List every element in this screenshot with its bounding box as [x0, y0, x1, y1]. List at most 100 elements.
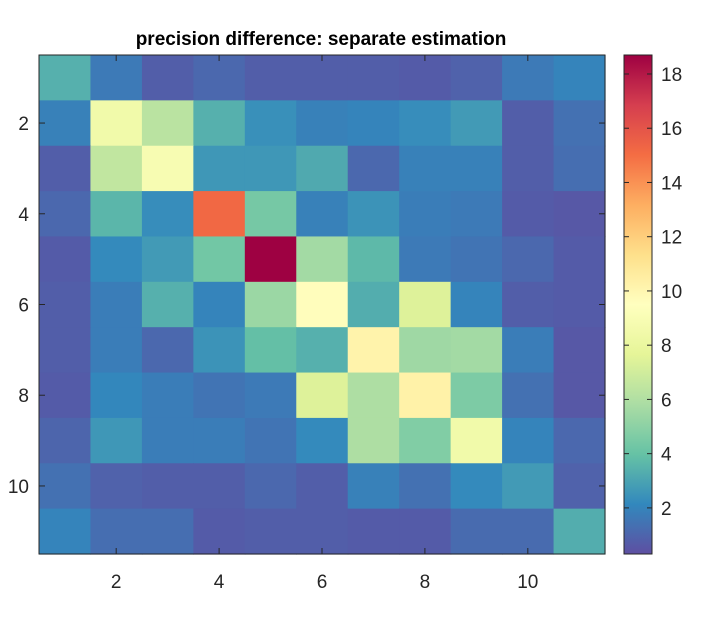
heatmap-cell-r11-c6 [296, 508, 349, 555]
heatmap-cell-r2-c4 [193, 100, 246, 147]
heatmap-cell-r7-c4 [193, 327, 246, 374]
heatmap-cell-r7-c7 [347, 327, 400, 374]
heatmap-cell-r1-c10 [502, 55, 555, 101]
heatmap-cells [39, 55, 606, 555]
heatmap-cell-r2-c8 [399, 100, 452, 147]
heatmap-cell-r3-c10 [502, 145, 555, 192]
heatmap-cell-r4-c6 [296, 191, 349, 238]
heatmap-cell-r6-c1 [39, 281, 92, 328]
heatmap-cell-r4-c10 [502, 191, 555, 238]
colorbar-tick-label: 14 [661, 173, 683, 194]
colorbar-tick-label: 6 [661, 390, 672, 411]
x-axis-ticks: 2 4 6 8 10 [111, 55, 538, 593]
heatmap-cell-r7-c8 [399, 327, 452, 374]
colorbar-tick-label: 12 [661, 228, 682, 249]
heatmap-cell-r3-c5 [244, 145, 297, 192]
heatmap-cell-r10-c9 [450, 463, 503, 510]
heatmap-cell-r5-c4 [193, 236, 246, 283]
heatmap-cell-r8-c7 [347, 372, 400, 419]
heatmap-cell-r2-c6 [296, 100, 349, 147]
heatmap-cell-r6-c3 [141, 281, 194, 328]
heatmap-cell-r1-c6 [296, 55, 349, 101]
x-tick-label: 2 [111, 572, 122, 593]
heatmap-cell-r7-c11 [553, 327, 606, 374]
heatmap-cell-r7-c5 [244, 327, 297, 374]
heatmap-cell-r2-c10 [502, 100, 555, 147]
heatmap-cell-r4-c3 [141, 191, 194, 238]
heatmap-cell-r9-c4 [193, 417, 246, 464]
heatmap-cell-r4-c11 [553, 191, 606, 238]
heatmap-cell-r9-c5 [244, 417, 297, 464]
heatmap-cell-r1-c3 [141, 55, 194, 101]
y-axis-ticks: 2 4 6 8 10 [8, 114, 605, 498]
heatmap-cell-r8-c8 [399, 372, 452, 419]
heatmap-cell-r3-c3 [141, 145, 194, 192]
heatmap-cell-r4-c1 [39, 191, 92, 238]
heatmap-cell-r3-c4 [193, 145, 246, 192]
heatmap-cell-r6-c9 [450, 281, 503, 328]
heatmap-cell-r1-c5 [244, 55, 297, 101]
heatmap-cell-r10-c5 [244, 463, 297, 510]
heatmap-cell-r11-c1 [39, 508, 92, 555]
colorbar-ticks: 2 4 6 8 10 12 14 16 18 [624, 65, 683, 520]
heatmap-cell-r7-c9 [450, 327, 503, 374]
heatmap-cell-r10-c10 [502, 463, 555, 510]
heatmap-cell-r6-c7 [347, 281, 400, 328]
heatmap-cell-r3-c9 [450, 145, 503, 192]
heatmap-cell-r8-c6 [296, 372, 349, 419]
x-tick-label: 6 [317, 572, 328, 593]
heatmap-cell-r1-c4 [193, 55, 246, 101]
heatmap-cell-r5-c1 [39, 236, 92, 283]
heatmap-cell-r5-c2 [90, 236, 143, 283]
y-tick-label: 6 [18, 296, 29, 317]
heatmap-cell-r11-c11 [553, 508, 606, 555]
heatmap-cell-r11-c9 [450, 508, 503, 555]
heatmap-cell-r4-c8 [399, 191, 452, 238]
heatmap-cell-r11-c7 [347, 508, 400, 555]
heatmap-cell-r11-c5 [244, 508, 297, 555]
heatmap-cell-r1-c1 [39, 55, 92, 101]
heatmap-cell-r9-c3 [141, 417, 194, 464]
heatmap-cell-r8-c11 [553, 372, 606, 419]
heatmap-cell-r1-c7 [347, 55, 400, 101]
colorbar-tick-label: 18 [661, 65, 682, 86]
heatmap-cell-r7-c1 [39, 327, 92, 374]
heatmap-cell-r10-c11 [553, 463, 606, 510]
heatmap-cell-r6-c5 [244, 281, 297, 328]
heatmap-cell-r5-c5 [244, 236, 297, 283]
y-tick-label: 10 [8, 477, 29, 498]
heatmap-cell-r4-c7 [347, 191, 400, 238]
heatmap-cell-r3-c1 [39, 145, 92, 192]
heatmap-cell-r8-c5 [244, 372, 297, 419]
heatmap-cell-r1-c2 [90, 55, 143, 101]
heatmap-cell-r5-c9 [450, 236, 503, 283]
heatmap-cell-r4-c4 [193, 191, 246, 238]
heatmap-cell-r6-c11 [553, 281, 606, 328]
heatmap-cell-r6-c6 [296, 281, 349, 328]
heatmap-cell-r2-c3 [141, 100, 194, 147]
heatmap-cell-r5-c10 [502, 236, 555, 283]
colorbar-tick-label: 16 [661, 119, 682, 140]
heatmap-cell-r4-c9 [450, 191, 503, 238]
heatmap-cell-r8-c2 [90, 372, 143, 419]
heatmap-cell-r7-c2 [90, 327, 143, 374]
heatmap-cell-r8-c10 [502, 372, 555, 419]
heatmap-cell-r3-c6 [296, 145, 349, 192]
heatmap-cell-r10-c4 [193, 463, 246, 510]
heatmap-cell-r1-c11 [553, 55, 606, 101]
y-tick-label: 8 [18, 386, 29, 407]
heatmap-cell-r5-c11 [553, 236, 606, 283]
heatmap-cell-r9-c2 [90, 417, 143, 464]
heatmap-cell-r3-c11 [553, 145, 606, 192]
heatmap-cell-r3-c2 [90, 145, 143, 192]
chart-title: precision difference: separate estimatio… [136, 29, 507, 50]
heatmap-cell-r9-c11 [553, 417, 606, 464]
heatmap-cell-r1-c9 [450, 55, 503, 101]
heatmap-cell-r2-c1 [39, 100, 92, 147]
heatmap-cell-r10-c2 [90, 463, 143, 510]
heatmap-cell-r9-c8 [399, 417, 452, 464]
heatmap-cell-r8-c9 [450, 372, 503, 419]
heatmap-cell-r3-c7 [347, 145, 400, 192]
heatmap-cell-r2-c11 [553, 100, 606, 147]
